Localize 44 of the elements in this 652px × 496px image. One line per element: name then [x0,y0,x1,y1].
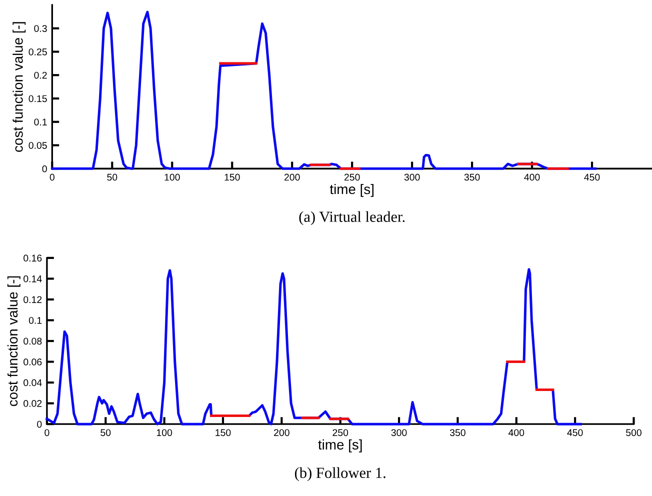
y-tick-label: 0.16 [24,254,42,262]
y-tick-label: 0.05 [28,142,47,149]
y-axis-title: cost function value [-] [12,22,26,152]
x-tick-label: 0 [50,174,54,181]
x-tick-label: 350 [464,174,480,181]
x-axis-title: time [s] [318,439,362,452]
y-tick-label: 0.12 [24,296,42,304]
y-tick-label: 0.15 [28,95,47,102]
y-tick-label: 0 [37,420,42,428]
y-tick-label: 0.1 [34,118,47,126]
x-tick-label: 100 [156,429,172,436]
x-tick-label: 400 [508,429,524,436]
x-axis-title: time [s] [330,184,374,197]
x-tick-label: 450 [567,429,583,436]
y-tick-label: 0.14 [24,275,42,282]
x-tick-label: 300 [391,429,407,436]
y-tick-label: 0.04 [24,379,42,386]
x-tick-label: 200 [284,174,300,181]
x-tick-label: 300 [404,174,420,181]
x-tick-label: 150 [224,174,240,181]
y-tick-label: 0.25 [28,48,47,56]
line-series [46,268,582,426]
y-tick-label: 0.08 [24,338,42,345]
x-tick-label: 50 [107,174,118,181]
y-tick-label: 0.2 [34,72,47,79]
x-tick-label: 500 [626,429,642,436]
x-tick-label: 450 [584,174,600,181]
x-tick-label: 250 [344,174,360,181]
x-tick-label: 250 [332,429,348,436]
line-series [50,10,597,170]
y-tick-label: 0.1 [28,316,42,324]
x-tick-label: 200 [274,429,290,436]
x-tick-label: 100 [164,174,180,181]
text: (a) Virtual leader. [299,211,405,226]
x-tick-label: 400 [524,174,540,181]
y-tick-label: 0.02 [24,400,42,407]
x-tick-label: 50 [100,429,111,436]
y-tick-label: 0 [42,165,47,172]
text: (b) Follower 1. [294,467,386,482]
y-axis-title: cost function value [-] [7,276,20,406]
x-tick-label: 350 [450,429,466,436]
y-tick-label: 0.06 [24,358,42,366]
x-tick-label: 150 [216,429,231,436]
y-tick-label: 0.3 [34,25,47,32]
